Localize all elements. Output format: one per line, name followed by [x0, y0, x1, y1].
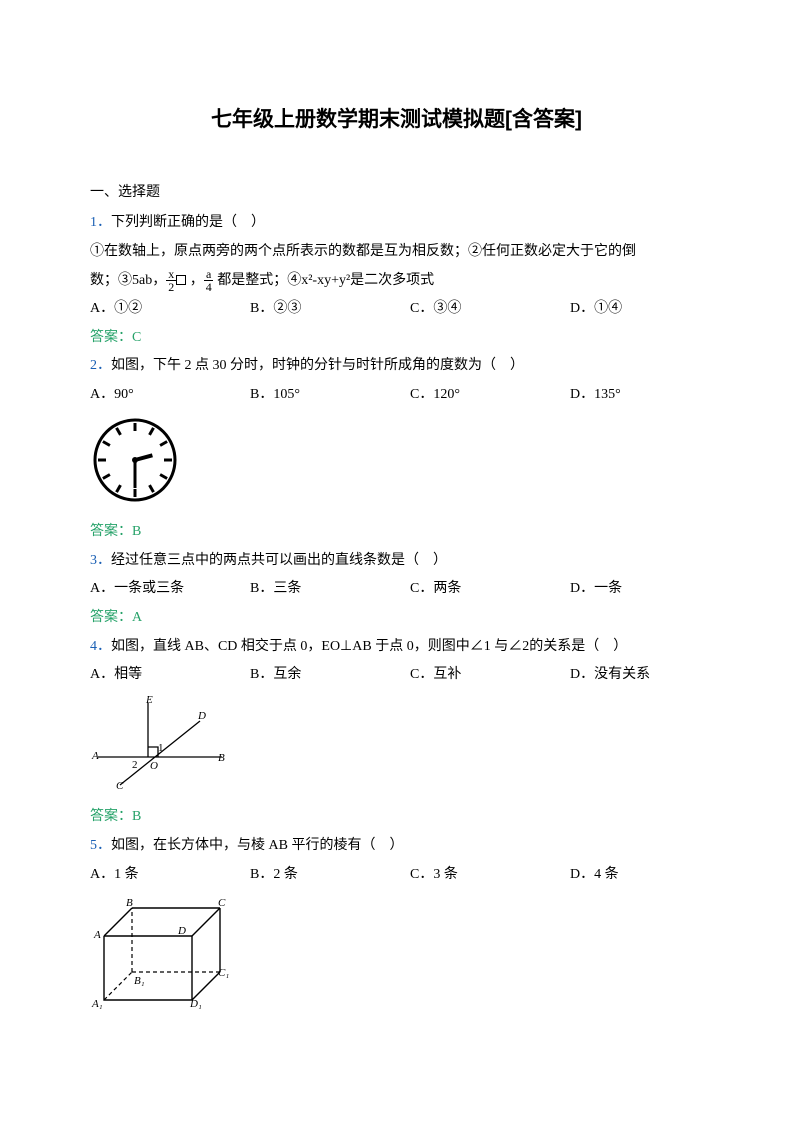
q5-options: A．1 条 B．2 条 C．3 条 D．4 条 — [90, 862, 703, 889]
q2-stem-text: 如图，下午 2 点 30 分时，时钟的分针与时针所成角的度数为（ ） — [111, 358, 524, 373]
q1-stem-text: 下列判断正确的是（ ） — [111, 215, 265, 230]
q3-stem: 3．经过任意三点中的两点共可以画出的直线条数是（ ） — [90, 548, 703, 575]
svg-text:D: D — [177, 925, 186, 937]
q2-opt-c: C．120° — [410, 382, 570, 409]
svg-text:A: A — [93, 929, 101, 941]
q1-frac2: a4 — [204, 268, 214, 293]
q1-l2-mid: ， — [186, 273, 204, 288]
q1-answer: 答案：C — [90, 325, 703, 352]
svg-text:1: 1 — [158, 742, 164, 754]
page-title: 七年级上册数学期末测试模拟题[含答案] — [90, 100, 703, 140]
square-icon — [176, 275, 186, 285]
q2-stem: 2．如图，下午 2 点 30 分时，时钟的分针与时针所成角的度数为（ ） — [90, 353, 703, 380]
q4-number: 4． — [90, 639, 111, 654]
q1-opt-b: B．②③ — [250, 296, 410, 323]
q5-stem: 5．如图，在长方体中，与棱 AB 平行的棱有（ ） — [90, 833, 703, 860]
q4-opt-b: B．互余 — [250, 662, 410, 689]
svg-text:O: O — [150, 760, 158, 772]
q2-answer: 答案：B — [90, 519, 703, 546]
q5-stem-text: 如图，在长方体中，与棱 AB 平行的棱有（ ） — [111, 838, 403, 853]
svg-text:B₁: B₁ — [134, 975, 145, 987]
q4-options: A．相等 B．互余 C．互补 D．没有关系 — [90, 662, 703, 689]
q1-opt-d: D．①④ — [570, 296, 730, 323]
svg-text:C: C — [116, 780, 124, 790]
q1-l2-pre: 数；③5ab， — [90, 273, 166, 288]
q1-line1: ①在数轴上，原点两旁的两个点所表示的数都是互为相反数；②任何正数必定大于它的倒 — [90, 239, 703, 266]
svg-text:C₁: C₁ — [218, 967, 229, 979]
svg-text:B: B — [218, 752, 225, 764]
q3-opt-b: B．三条 — [250, 576, 410, 603]
q1-number: 1． — [90, 215, 111, 230]
q2-opt-b: B．105° — [250, 382, 410, 409]
q3-stem-text: 经过任意三点中的两点共可以画出的直线条数是（ ） — [111, 553, 447, 568]
q2-opt-a: A．90° — [90, 382, 250, 409]
q1-opt-c: C．③④ — [410, 296, 570, 323]
q2-figure — [90, 415, 703, 516]
svg-text:2: 2 — [132, 759, 138, 771]
q4-opt-c: C．互补 — [410, 662, 570, 689]
section-heading: 一、选择题 — [90, 180, 703, 207]
q4-answer: 答案：B — [90, 804, 703, 831]
q5-opt-a: A．1 条 — [90, 862, 250, 889]
q1-line2: 数；③5ab，x2 ，a4 都是整式；④x²-xy+y²是二次多项式 — [90, 268, 703, 295]
clock-icon — [90, 415, 180, 505]
q2-number: 2． — [90, 358, 111, 373]
q4-figure: E D A B C O 1 2 — [90, 695, 703, 801]
q5-number: 5． — [90, 838, 111, 853]
q5-opt-c: C．3 条 — [410, 862, 570, 889]
q1-l2-post: 都是整式；④x²-xy+y²是二次多项式 — [214, 273, 434, 288]
q1-frac1: x2 — [166, 268, 176, 293]
q2-options: A．90° B．105° C．120° D．135° — [90, 382, 703, 409]
svg-text:D: D — [197, 710, 206, 722]
cuboid-icon: B C A D B₁ C₁ A₁ D₁ — [90, 894, 230, 1009]
q1-options: A．①② B．②③ C．③④ D．①④ — [90, 296, 703, 323]
q3-opt-d: D．一条 — [570, 576, 730, 603]
svg-text:E: E — [145, 695, 153, 706]
q4-stem-text: 如图，直线 AB、CD 相交于点 0，EO⊥AB 于点 0，则图中∠1 与∠2的… — [111, 639, 627, 654]
q4-stem: 4．如图，直线 AB、CD 相交于点 0，EO⊥AB 于点 0，则图中∠1 与∠… — [90, 634, 703, 661]
q5-figure: B C A D B₁ C₁ A₁ D₁ — [90, 894, 703, 1020]
q1-opt-a: A．①② — [90, 296, 250, 323]
q3-answer: 答案：A — [90, 605, 703, 632]
svg-text:A: A — [91, 750, 99, 762]
angle-lines-icon: E D A B C O 1 2 — [90, 695, 230, 790]
q5-opt-d: D．4 条 — [570, 862, 730, 889]
q3-options: A．一条或三条 B．三条 C．两条 D．一条 — [90, 576, 703, 603]
q5-opt-b: B．2 条 — [250, 862, 410, 889]
svg-text:D₁: D₁ — [189, 998, 202, 1009]
svg-text:A₁: A₁ — [91, 998, 103, 1009]
svg-text:B: B — [126, 897, 133, 909]
q4-opt-d: D．没有关系 — [570, 662, 730, 689]
q4-opt-a: A．相等 — [90, 662, 250, 689]
q1-stem: 1．下列判断正确的是（ ） — [90, 210, 703, 237]
q3-opt-a: A．一条或三条 — [90, 576, 250, 603]
q3-number: 3． — [90, 553, 111, 568]
q3-opt-c: C．两条 — [410, 576, 570, 603]
q2-opt-d: D．135° — [570, 382, 730, 409]
svg-text:C: C — [218, 897, 226, 909]
